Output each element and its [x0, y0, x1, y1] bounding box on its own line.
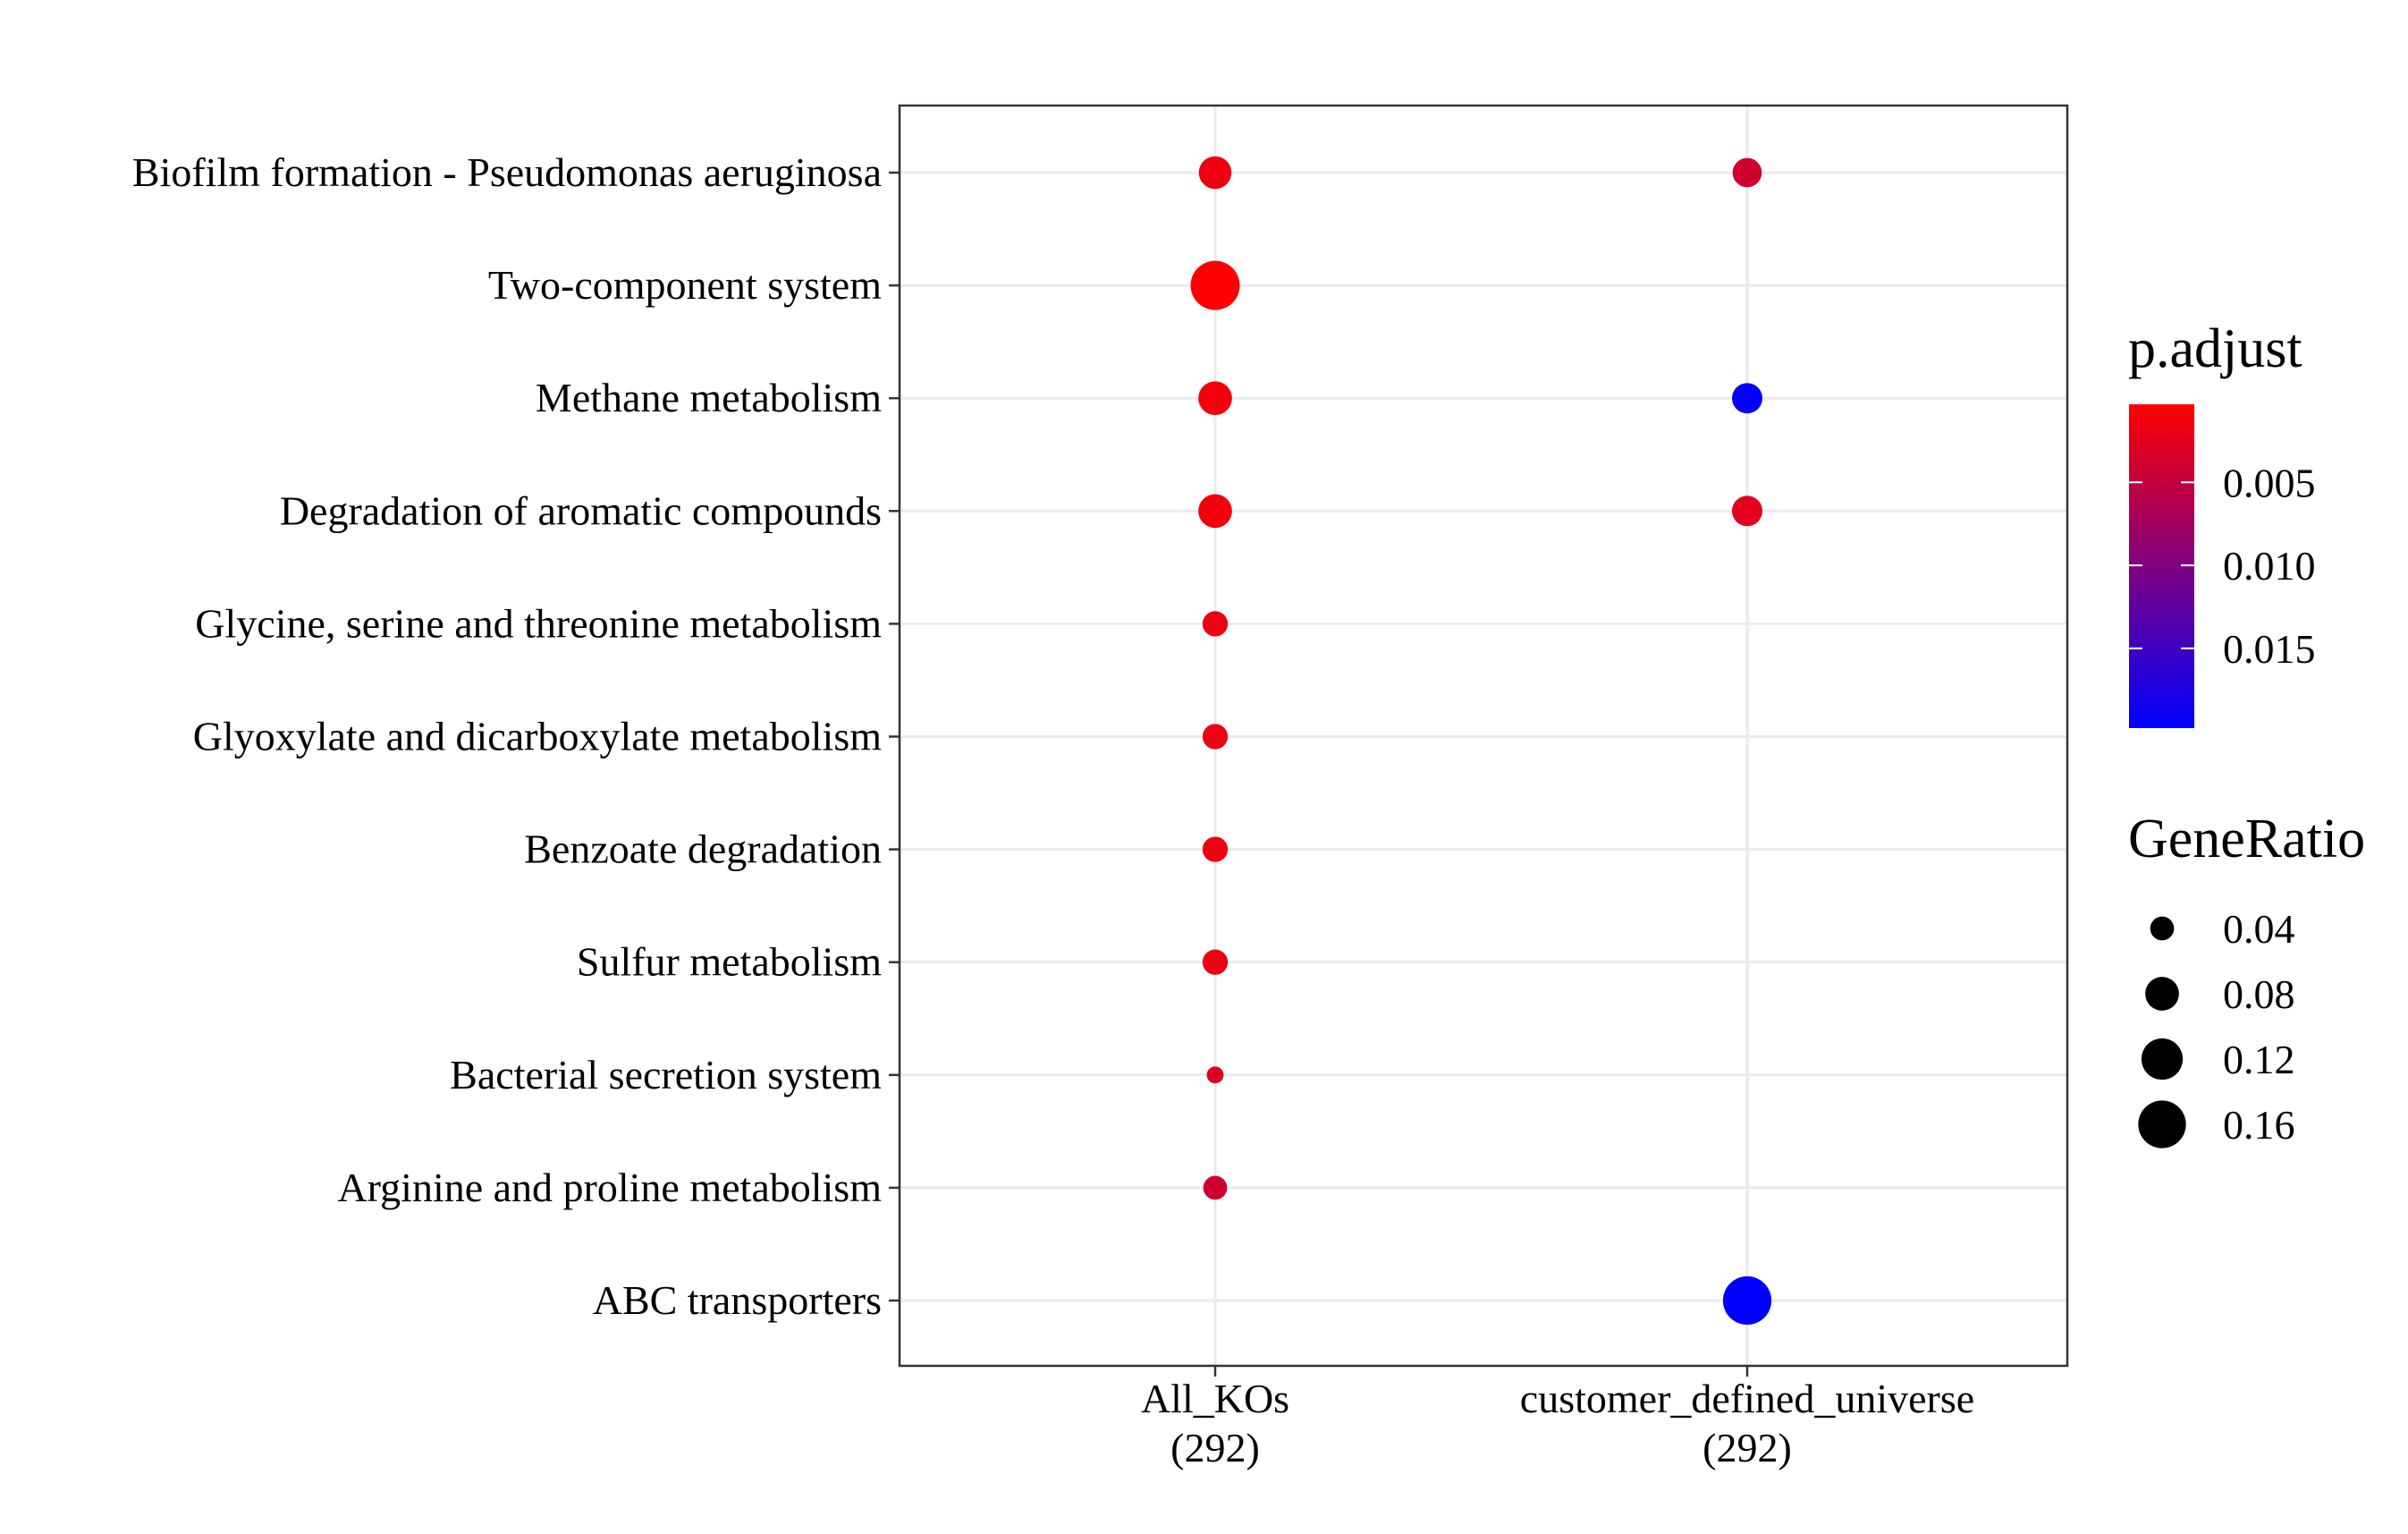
data-point — [1202, 611, 1229, 637]
colorbar-tick-label: 0.010 — [2223, 543, 2316, 589]
gene-ratio-legend-dot — [2150, 916, 2175, 941]
gene-ratio-legend-items: 0.04 0.08 0.12 0.16 — [2138, 906, 2295, 1148]
gene-ratio-legend: GeneRatio 0.04 0.08 0.12 0.16 — [2128, 809, 2365, 1148]
gene-ratio-legend-dot — [2145, 977, 2179, 1011]
y-tick-label: Degradation of aromatic compounds — [280, 487, 882, 533]
data-point — [1732, 157, 1762, 188]
p-adjust-colorbar-ticks: 0.005 0.010 0.015 — [2129, 460, 2316, 672]
p-adjust-legend: p.adjust 0.005 0.010 0.015 — [2128, 318, 2316, 728]
y-axis-labels: Biofilm formation - Pseudomonas aerugino… — [132, 149, 882, 1323]
p-adjust-legend-title: p.adjust — [2128, 318, 2302, 379]
colorbar-tick-label: 0.015 — [2223, 626, 2316, 672]
gene-ratio-legend-dot — [2141, 1038, 2184, 1081]
y-tick-label: Two-component system — [488, 262, 882, 308]
data-point — [1722, 1276, 1772, 1326]
data-point — [1198, 156, 1232, 190]
x-tick-count-label: (292) — [1702, 1425, 1792, 1470]
y-tick-label: Bacterial secretion system — [450, 1052, 882, 1098]
data-point — [1190, 260, 1240, 310]
data-point — [1198, 381, 1232, 416]
x-tick-label: customer_defined_universe — [1520, 1376, 1974, 1421]
colorbar-tick-label: 0.005 — [2223, 460, 2316, 505]
grid-lines — [900, 106, 2067, 1366]
x-tick-label: All_KOs — [1141, 1376, 1289, 1421]
y-tick-label: Benzoate degradation — [524, 826, 882, 872]
gene-ratio-legend-title: GeneRatio — [2128, 809, 2365, 869]
data-point — [1732, 383, 1762, 414]
x-tick-count-label: (292) — [1170, 1425, 1260, 1470]
gene-ratio-legend-label: 0.04 — [2223, 906, 2295, 952]
y-tick-label: Arginine and proline metabolism — [337, 1165, 882, 1210]
data-point — [1732, 496, 1762, 527]
y-tick-label: Sulfur metabolism — [577, 939, 882, 985]
y-tick-label: Methane metabolism — [536, 375, 882, 420]
data-point — [1202, 836, 1229, 862]
y-tick-label: Glyoxylate and dicarboxylate metabolism — [193, 714, 882, 759]
gene-ratio-legend-label: 0.08 — [2223, 971, 2295, 1017]
y-tick-label: Glycine, serine and threonine metabolism — [195, 600, 882, 646]
gene-ratio-legend-dot — [2138, 1100, 2186, 1148]
data-point — [1202, 724, 1229, 750]
data-point — [1202, 949, 1229, 975]
data-points — [1190, 156, 1772, 1326]
data-point — [1206, 1066, 1224, 1084]
gene-ratio-legend-label: 0.16 — [2223, 1102, 2295, 1148]
data-point — [1203, 1175, 1228, 1200]
y-axis-ticks — [889, 171, 900, 1302]
x-axis-labels: All_KOs(292)customer_defined_universe(29… — [1141, 1376, 1974, 1470]
data-point — [1198, 494, 1232, 529]
x-axis-ticks — [1213, 1366, 1749, 1377]
y-tick-label: ABC transporters — [593, 1277, 882, 1323]
gene-ratio-legend-label: 0.12 — [2223, 1037, 2295, 1082]
y-tick-label: Biofilm formation - Pseudomonas aerugino… — [132, 149, 882, 195]
